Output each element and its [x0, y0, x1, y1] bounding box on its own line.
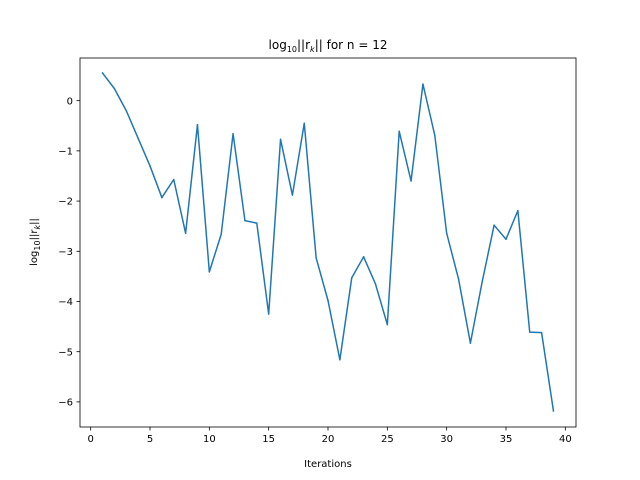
- data-point: [457, 278, 460, 280]
- y-ticks: 0 −1 −2 −3 −4 −5 −6: [58, 96, 80, 408]
- x-tick-label: 40: [559, 434, 572, 445]
- title-norm-subscript: k: [310, 45, 315, 54]
- x-axis-label: Iterations: [304, 459, 352, 470]
- x-tick-label: 20: [322, 434, 335, 445]
- data-point: [161, 196, 163, 199]
- title-end: || for n = 12: [315, 38, 388, 52]
- data-point: [244, 219, 246, 222]
- data-point: [410, 180, 412, 182]
- data-point: [291, 194, 294, 196]
- data-point: [172, 178, 175, 181]
- data-point: [137, 137, 139, 140]
- data-point: [552, 410, 555, 412]
- y-axis-label: log10||rk||: [29, 218, 42, 266]
- data-point: [374, 283, 377, 285]
- y-tick-label: −5: [58, 347, 73, 358]
- ylabel-log: log: [29, 251, 40, 266]
- x-tick-label: 25: [381, 434, 394, 445]
- ylabel-log-subscript: 10: [33, 240, 42, 250]
- data-point: [267, 313, 270, 315]
- data-point: [528, 331, 531, 333]
- data-point: [196, 124, 199, 126]
- data-point: [398, 130, 400, 133]
- data-point: [149, 165, 151, 167]
- series-line: [101, 72, 555, 412]
- data-point: [315, 257, 317, 259]
- data-point: [232, 133, 234, 135]
- data-point: [125, 109, 128, 112]
- y-tick-label: −6: [58, 397, 73, 408]
- data-point: [256, 222, 258, 224]
- data-point: [279, 138, 282, 141]
- x-tick-label: 30: [440, 434, 453, 445]
- data-point: [327, 299, 329, 302]
- data-point: [445, 232, 448, 234]
- data-point: [505, 238, 507, 240]
- y-tick-label: −4: [58, 297, 73, 308]
- data-point: [434, 134, 436, 137]
- axes-layer: [79, 57, 577, 428]
- title-log: log: [269, 38, 287, 52]
- data-point: [350, 277, 353, 279]
- chart-title: log10||rk|| for n = 12: [269, 38, 388, 54]
- y-tick-label: −2: [58, 197, 73, 208]
- title-norm: ||r: [297, 38, 310, 52]
- data-point: [493, 224, 495, 226]
- x-tick-label: 10: [203, 434, 216, 445]
- data-point: [481, 280, 484, 283]
- y-tick-label: 0: [67, 96, 73, 107]
- y-tick-label: −1: [58, 146, 73, 157]
- x-ticks: 0 5 10 15 20 25 30 35 40: [87, 427, 572, 445]
- data-point: [469, 342, 472, 344]
- data-point: [386, 323, 389, 326]
- axes-frame: [79, 57, 577, 428]
- data-point: [517, 209, 519, 212]
- ylabel-norm-subscript: k: [33, 225, 42, 230]
- series-layer: [101, 72, 555, 412]
- data-point: [208, 271, 211, 273]
- data-point: [220, 233, 222, 235]
- data-point: [540, 331, 543, 334]
- data-point: [101, 72, 104, 74]
- y-tick-label: −3: [58, 247, 73, 258]
- data-point: [362, 256, 365, 258]
- data-point: [339, 358, 341, 361]
- data-point: [113, 87, 116, 90]
- ylabel-norm: ||r: [29, 229, 40, 241]
- x-tick-label: 35: [500, 434, 513, 445]
- data-point: [184, 232, 187, 234]
- x-tick-label: 15: [262, 434, 275, 445]
- data-point: [422, 83, 424, 85]
- ylabel-end: ||: [29, 218, 40, 225]
- x-tick-label: 5: [147, 434, 153, 445]
- data-point: [303, 122, 306, 125]
- title-log-subscript: 10: [287, 45, 297, 54]
- x-tick-label: 0: [87, 434, 93, 445]
